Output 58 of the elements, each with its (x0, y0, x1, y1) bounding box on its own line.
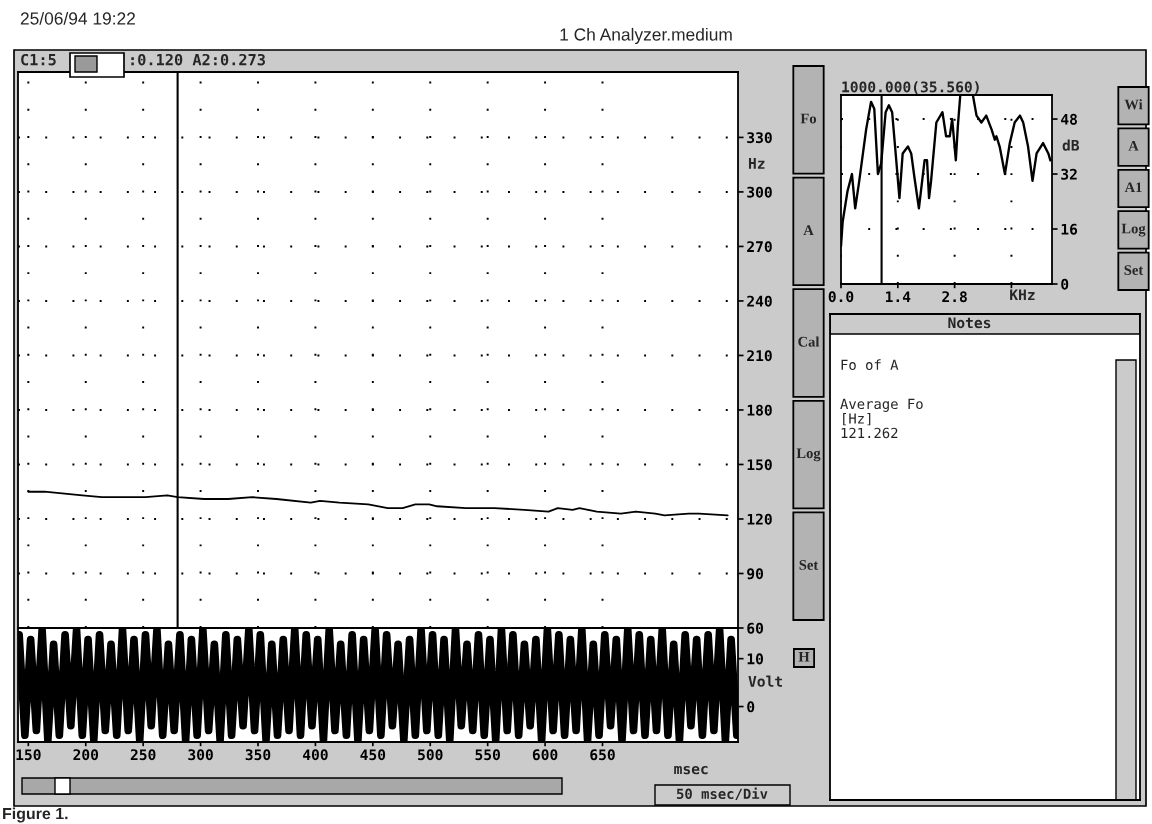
text: 121.262 (841, 427, 898, 439)
y-tick-label: 48 (1061, 113, 1077, 125)
y-tick-label: 0 (747, 701, 755, 713)
text: Average Fo (840, 398, 923, 412)
x-tick-label: 600 (532, 749, 558, 761)
text: 50 msec/Div (676, 787, 768, 801)
x-tick-label: 250 (130, 749, 156, 761)
x-axis-title: KHz (1010, 289, 1035, 301)
text: Set (799, 560, 819, 570)
y-tick-label: 150 (747, 459, 772, 471)
x-tick-label: 300 (188, 749, 213, 761)
y-tick-label: 16 (1061, 223, 1078, 235)
y-axis-title: dB (1062, 139, 1080, 151)
text: Fo of A (841, 359, 899, 371)
x-tick-label: 200 (73, 749, 99, 761)
text: Log (1121, 223, 1146, 237)
y-tick-label: 330 (747, 132, 772, 144)
text: Set (1124, 265, 1144, 275)
y-tick-label: 210 (747, 350, 772, 362)
x-tick-label: 650 (590, 749, 615, 761)
x-tick-label: 500 (418, 749, 443, 761)
y-tick-label: 0 (1061, 278, 1069, 290)
text: A1 (1124, 182, 1142, 193)
x-tick-label: 350 (245, 749, 271, 761)
text: Fo (800, 113, 817, 124)
y-tick-label: 90 (747, 568, 764, 580)
text: A (1128, 140, 1139, 151)
y-tick-label: 270 (747, 241, 772, 253)
x-tick-label: 1.4 (885, 291, 911, 303)
y-tick-label: 180 (747, 404, 772, 416)
y-tick-label: 240 (747, 295, 772, 307)
x-tick-label: 400 (302, 749, 328, 761)
x-tick-label: 450 (360, 749, 386, 761)
y-tick-label: 32 (1061, 168, 1077, 180)
x-tick-label: 150 (16, 749, 41, 761)
y-axis-title: Hz (748, 158, 765, 169)
y-axis-title: Volt (748, 675, 782, 687)
y-tick-label: 300 (747, 186, 772, 198)
x-tick-label: 2.8 (942, 291, 967, 303)
x-tick-label: 0.0 (828, 291, 854, 303)
x-axis-title: msec (674, 765, 708, 775)
text: Log (796, 448, 821, 462)
x-tick-label: 550 (475, 749, 500, 761)
text: Cal (798, 336, 820, 347)
text: C1:5 (21, 53, 56, 66)
y-tick-label: 60 (747, 622, 764, 634)
text: [Hz] (843, 412, 871, 426)
y-tick-label: 10 (747, 653, 764, 665)
caption: Figure 1. (3, 807, 68, 823)
text: Wi (1124, 99, 1143, 110)
text: H (798, 651, 810, 662)
text: Notes (948, 317, 991, 329)
y-tick-label: 120 (747, 513, 772, 525)
text: :0.120 A2:0.273 (131, 53, 265, 66)
chart-title: 1000.000(35.560) (842, 81, 979, 95)
text: A (803, 225, 814, 235)
chart-subtitle: 25/06/94 19:22 (20, 11, 135, 25)
chart-title: 1 Ch Analyzer.medium (560, 27, 732, 45)
